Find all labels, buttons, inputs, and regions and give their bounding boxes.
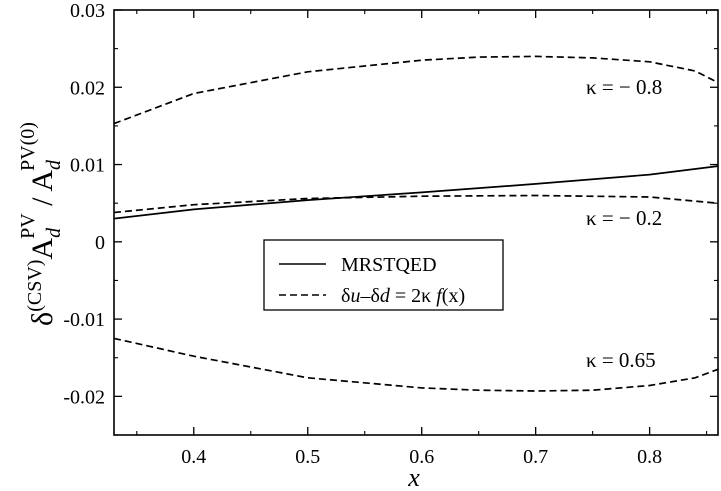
kappa-0.65-line bbox=[113, 337, 719, 392]
legend: MRSTQED δu–δd = 2κ f(x) bbox=[263, 239, 504, 311]
kappa-0.65-label: κ = 0.65 bbox=[586, 348, 656, 372]
x-tick-label: 0.6 bbox=[409, 446, 434, 468]
x-tick-label: 0.7 bbox=[523, 446, 548, 468]
kappa-minus-0.2-label: κ = − 0.2 bbox=[586, 206, 662, 230]
kappa-minus-0.8-label: κ = − 0.8 bbox=[586, 75, 662, 99]
legend-dashed-label: δu–δd = 2κ f(x) bbox=[341, 285, 465, 307]
kappa-minus-0.2-line bbox=[113, 194, 719, 214]
legend-solid-label: MRSTQED bbox=[341, 254, 437, 276]
x-tick-label: 0.5 bbox=[295, 446, 320, 468]
kappa-minus-0.8-line bbox=[113, 55, 719, 125]
y-tick-label: 0.03 bbox=[70, 0, 105, 22]
x-axis-label: x bbox=[407, 463, 420, 491]
y-tick-label: 0.02 bbox=[70, 77, 105, 99]
y-axis-label: δ(CSV)AdPV / AdPV(0) bbox=[17, 122, 65, 326]
plot-frame bbox=[113, 9, 719, 436]
y-tick-label: 0.01 bbox=[70, 155, 105, 177]
legend-box bbox=[263, 239, 504, 311]
y-tick-label: 0 bbox=[95, 232, 105, 254]
x-tick-label: 0.8 bbox=[637, 446, 662, 468]
y-tick-label: -0.02 bbox=[63, 386, 105, 408]
y-tick-label: -0.01 bbox=[63, 309, 105, 331]
x-tick-label: 0.4 bbox=[181, 446, 206, 468]
mrstqed-line bbox=[113, 165, 719, 220]
